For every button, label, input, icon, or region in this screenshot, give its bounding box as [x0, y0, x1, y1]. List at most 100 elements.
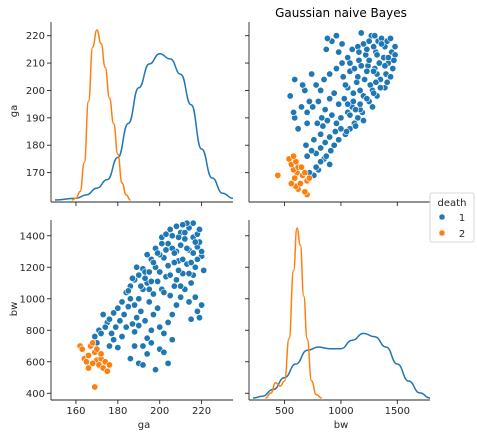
scatter-point-class-1 — [198, 248, 206, 256]
scatter-point-class-1 — [344, 100, 352, 108]
ga-bw-xtick-label: 200 — [150, 406, 169, 417]
scatter-point-class-2 — [91, 383, 99, 391]
scatter-point-class-1 — [305, 97, 313, 105]
scatter-point-class-1 — [384, 54, 392, 62]
legend-marker-1 — [438, 213, 446, 221]
scatter-point-class-1 — [370, 43, 378, 51]
ga-ga-kde-line-class-1 — [54, 53, 234, 201]
scatter-point-class-1 — [373, 51, 381, 59]
scatter-point-class-1 — [355, 48, 363, 56]
scatter-point-class-1 — [172, 301, 180, 309]
scatter-point-class-1 — [341, 81, 349, 89]
scatter-point-class-1 — [191, 263, 199, 271]
scatter-point-class-1 — [376, 84, 384, 92]
scatter-point-class-1 — [359, 117, 367, 125]
scatter-point-class-1 — [91, 333, 99, 341]
scatter-point-class-1 — [120, 311, 128, 319]
scatter-point-class-1 — [309, 103, 317, 111]
scatter-point-class-1 — [131, 301, 139, 309]
scatter-point-class-1 — [105, 315, 113, 323]
scatter-point-class-1 — [369, 103, 377, 111]
scatter-point-class-1 — [359, 40, 367, 48]
scatter-point-class-1 — [124, 287, 132, 295]
scatter-point-class-1 — [357, 62, 365, 70]
scatter-point-class-1 — [310, 136, 318, 144]
ga-ga-ytick-label: 220 — [26, 31, 45, 42]
scatter-point-class-1 — [389, 65, 397, 73]
scatter-point-class-1 — [371, 32, 379, 40]
legend-label-2: 2 — [459, 229, 465, 240]
legend-title: death — [438, 198, 467, 209]
scatter-point-class-1 — [365, 56, 373, 64]
scatter-point-class-2 — [105, 361, 113, 369]
scatter-point-class-2 — [85, 351, 93, 359]
scatter-point-class-1 — [290, 108, 298, 116]
scatter-point-class-1 — [145, 285, 153, 293]
scatter-point-class-1 — [200, 266, 208, 274]
ga-bw-ytick-label: 800 — [26, 326, 45, 337]
ga-bw-xtick-label: 220 — [192, 406, 211, 417]
scatter-point-class-1 — [143, 334, 151, 342]
scatter-point-class-1 — [308, 147, 316, 155]
scatter-point-class-1 — [318, 114, 326, 122]
scatter-point-class-1 — [354, 73, 362, 81]
scatter-point-class-1 — [335, 100, 343, 108]
scatter-point-class-1 — [164, 262, 172, 270]
scatter-point-class-2 — [89, 339, 97, 347]
scatter-point-class-1 — [340, 95, 348, 103]
scatter-point-class-1 — [354, 114, 362, 122]
scatter-point-class-1 — [308, 70, 316, 78]
scatter-point-class-1 — [143, 251, 151, 259]
x-axis-label-ga: ga — [138, 420, 150, 431]
scatter-point-class-1 — [297, 103, 305, 111]
scatter-point-class-1 — [101, 323, 109, 331]
ga-ga-ytick-label: 200 — [26, 86, 45, 97]
scatter-point-class-1 — [286, 92, 294, 100]
scatter-point-class-1 — [312, 81, 320, 89]
scatter-point-class-1 — [170, 249, 178, 257]
scatter-point-class-1 — [335, 136, 343, 144]
scatter-point-class-1 — [313, 119, 321, 127]
ga-ga-ytick-label: 180 — [26, 141, 45, 152]
scatter-point-class-2 — [274, 171, 282, 179]
scatter-point-class-1 — [141, 317, 149, 325]
scatter-point-class-1 — [168, 336, 176, 344]
scatter-point-class-1 — [391, 43, 399, 51]
scatter-point-class-1 — [118, 298, 126, 306]
bw-bw-kde-line-class-1 — [252, 332, 431, 399]
scatter-point-class-1 — [147, 326, 155, 334]
scatter-point-class-1 — [137, 307, 145, 315]
scatter-point-class-1 — [143, 350, 151, 358]
scatter-point-class-1 — [383, 78, 391, 86]
scatter-point-class-1 — [154, 277, 162, 285]
scatter-point-class-1 — [302, 141, 310, 149]
bw-bw-xtick-label: 1500 — [385, 406, 410, 417]
scatter-point-class-1 — [135, 271, 143, 279]
ga-ga-ytick-label: 210 — [26, 59, 45, 70]
y-axis-label-bw: bw — [9, 302, 20, 317]
scatter-point-class-1 — [126, 295, 134, 303]
scatter-point-class-1 — [114, 304, 122, 312]
scatter-point-class-1 — [110, 309, 118, 317]
scatter-point-class-1 — [124, 303, 132, 311]
scatter-point-class-1 — [320, 76, 328, 84]
scatter-point-class-1 — [185, 270, 193, 278]
scatter-point-class-1 — [322, 45, 330, 53]
scatter-point-class-1 — [349, 97, 357, 105]
scatter-point-class-1 — [370, 89, 378, 97]
scatter-point-class-1 — [164, 318, 172, 326]
scatter-point-class-2 — [287, 180, 295, 188]
scatter-point-class-2 — [297, 163, 305, 171]
ga-ga-ytick-label: 170 — [26, 168, 45, 179]
scatter-point-class-2 — [301, 169, 309, 177]
scatter-point-class-1 — [195, 314, 203, 322]
scatter-point-class-1 — [326, 160, 334, 168]
scatter-point-class-1 — [156, 323, 164, 331]
scatter-point-class-1 — [168, 311, 176, 319]
scatter-point-class-1 — [158, 240, 166, 248]
scatter-point-class-1 — [321, 138, 329, 146]
ga-ga-kde-line-class-2 — [71, 29, 131, 201]
scatter-point-class-1 — [170, 282, 178, 290]
